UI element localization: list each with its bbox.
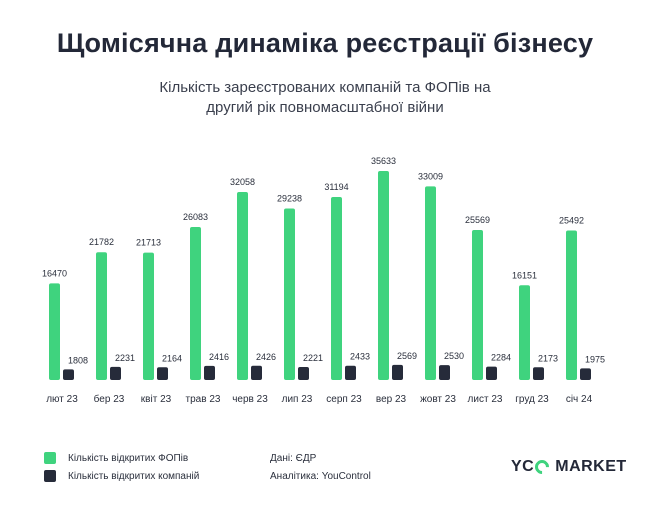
data-label-fop: 25492 — [559, 215, 584, 225]
bar-companies — [486, 366, 497, 380]
x-tick-label: бер 23 — [94, 393, 125, 405]
data-label-fop: 16470 — [42, 268, 67, 278]
data-label-companies: 2416 — [209, 352, 229, 362]
bar-fop — [331, 197, 342, 380]
data-label-companies: 2164 — [162, 353, 182, 363]
data-label-companies: 1808 — [68, 355, 88, 365]
bar-fop — [472, 230, 483, 380]
yc-market-logo: YC MARKET — [511, 457, 627, 477]
legend-swatch-companies — [44, 470, 56, 482]
logo-text-right: MARKET — [555, 458, 627, 475]
bar-companies — [533, 367, 544, 380]
data-label-fop: 25569 — [465, 215, 490, 225]
data-label-companies: 2173 — [538, 353, 558, 363]
data-label-companies: 2231 — [115, 353, 135, 363]
x-tick-label: серп 23 — [326, 394, 362, 405]
bar-fop — [566, 230, 577, 380]
bar-fop — [49, 283, 60, 380]
bar-fop — [519, 285, 530, 380]
subtitle-line-2: другий рік повномасштабної війни — [206, 99, 444, 116]
legend-item-fop: Кількість відкритих ФОПів — [44, 452, 188, 464]
analytics-source: Аналітика: YouControl — [270, 471, 371, 482]
bar-companies — [251, 365, 262, 380]
bar-fop — [96, 252, 107, 380]
chart-subtitle: Кількість зареєстрованих компаній та ФОП… — [0, 78, 650, 118]
data-label-companies: 2284 — [491, 353, 511, 363]
logo-text-left: YC — [511, 458, 535, 475]
x-tick-label: груд 23 — [515, 394, 549, 405]
bar-companies — [580, 368, 591, 380]
x-tick-label: лют 23 — [46, 394, 78, 405]
data-label-companies: 2569 — [397, 351, 417, 361]
bar-companies — [157, 367, 168, 380]
x-tick-label: вер 23 — [376, 394, 407, 405]
x-tick-label: жовт 23 — [420, 394, 456, 405]
data-label-fop: 21782 — [89, 237, 114, 247]
bar-companies — [204, 365, 215, 380]
bar-companies — [392, 364, 403, 380]
data-label-fop: 26083 — [183, 212, 208, 222]
x-tick-label: лист 23 — [468, 394, 503, 405]
bar-companies — [63, 369, 74, 380]
data-label-fop: 21713 — [136, 238, 161, 248]
legend-swatch-fop — [44, 452, 56, 464]
logo-ring-icon — [532, 457, 553, 477]
bar-companies — [110, 366, 121, 380]
subtitle-line-1: Кількість зареєстрованих компаній та ФОП… — [159, 79, 491, 96]
data-label-fop: 29238 — [277, 194, 302, 204]
legend-label-companies: Кількість відкритих компаній — [68, 470, 200, 482]
data-label-companies: 2426 — [256, 352, 276, 362]
bar-chart: 16470 1808 лют 23 21782 2231 бер 23 21713 2164 к… — [42, 156, 605, 405]
chart-title: Щомісячна динаміка реєстрації бізнесу — [56, 28, 594, 58]
x-tick-label: лип 23 — [282, 394, 313, 405]
bar-companies — [439, 365, 450, 380]
legend-item-companies: Кількість відкритих компаній — [44, 470, 199, 482]
data-label-fop: 33009 — [418, 171, 443, 181]
bar-fop — [190, 227, 201, 380]
bar-fop — [237, 191, 248, 380]
bar-companies — [345, 365, 356, 380]
bar-fop — [284, 208, 295, 380]
bar-fop — [143, 252, 154, 380]
bar-companies — [298, 366, 309, 380]
x-tick-label: січ 24 — [566, 394, 593, 405]
bar-fop — [425, 186, 436, 380]
x-tick-label: трав 23 — [186, 394, 221, 405]
legend-label-fop: Кількість відкритих ФОПів — [68, 452, 189, 464]
data-label-fop: 16151 — [512, 270, 537, 280]
data-label-companies: 2433 — [350, 352, 370, 362]
data-label-fop: 31194 — [324, 182, 348, 192]
x-tick-label: квіт 23 — [141, 394, 172, 405]
bar-fop — [378, 171, 389, 380]
data-source: Дані: ЄДР — [270, 453, 317, 464]
data-label-companies: 2221 — [303, 353, 323, 363]
data-label-fop: 35633 — [371, 156, 396, 166]
data-label-companies: 1975 — [585, 354, 605, 364]
data-label-companies: 2530 — [444, 351, 464, 361]
data-label-fop: 32058 — [230, 177, 255, 187]
x-tick-label: черв 23 — [232, 394, 268, 405]
